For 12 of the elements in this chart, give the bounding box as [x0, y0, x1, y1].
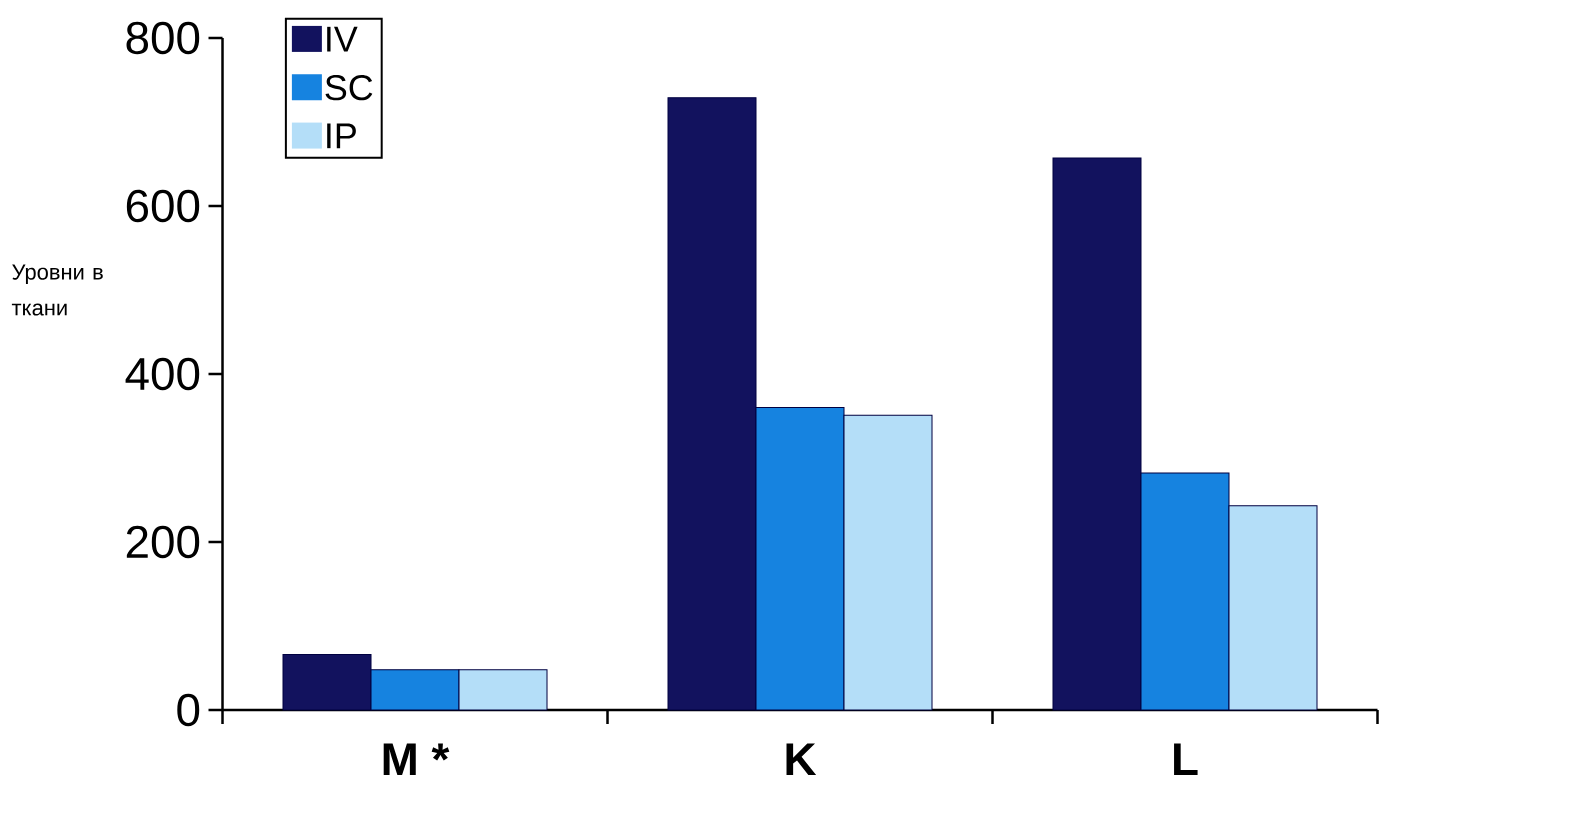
- y-tick-label: 800: [126, 21, 200, 55]
- x-tick-label: L: [1174, 743, 1198, 776]
- y-axis-title: Уровни в ткани: [11, 264, 103, 316]
- y-tick-label: 200: [126, 525, 200, 559]
- x-tick-label: M *: [383, 743, 450, 776]
- x-tick-label: K: [786, 743, 817, 776]
- legend-label: IP: [327, 123, 356, 149]
- y-tick-label: 600: [126, 189, 200, 223]
- legend-label: IV: [327, 26, 358, 52]
- legend-label: SC: [325, 74, 373, 101]
- y-tick-label: 400: [125, 357, 200, 391]
- y-tick-label: 0: [177, 693, 200, 727]
